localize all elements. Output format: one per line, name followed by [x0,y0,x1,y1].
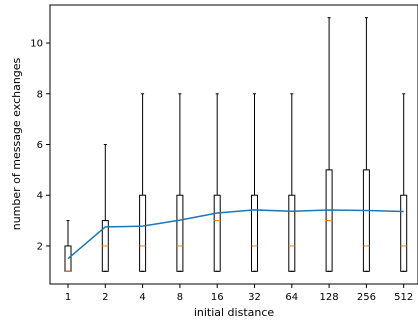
box-body [288,194,296,272]
x-tick-label: 1 [65,292,71,303]
x-tick-label: 16 [211,292,224,303]
box-body [362,169,370,272]
x-tick-label: 64 [285,292,298,303]
x-tick-label: 256 [357,292,376,303]
x-tick-label: 128 [320,292,339,303]
x-axis-label: initial distance [194,306,275,319]
x-tick-label: 4 [139,292,145,303]
x-tick-label: 8 [177,292,183,303]
box-body [400,194,408,272]
y-tick-label: 8 [37,89,43,100]
box-body [213,194,221,272]
x-tick-label: 2 [102,292,108,303]
mean-line-series [67,209,404,260]
x-tick-label: 512 [394,292,413,303]
y-axis-label: number of message exchanges [10,57,23,230]
x-tick-label: 32 [248,292,261,303]
y-tick-label: 2 [37,241,43,252]
y-tick-label: 6 [37,140,43,151]
box-body [251,194,258,272]
y-tick-label: 10 [30,39,43,50]
y-tick-label: 4 [37,191,43,202]
box-body [176,194,184,272]
box-body [139,194,147,272]
